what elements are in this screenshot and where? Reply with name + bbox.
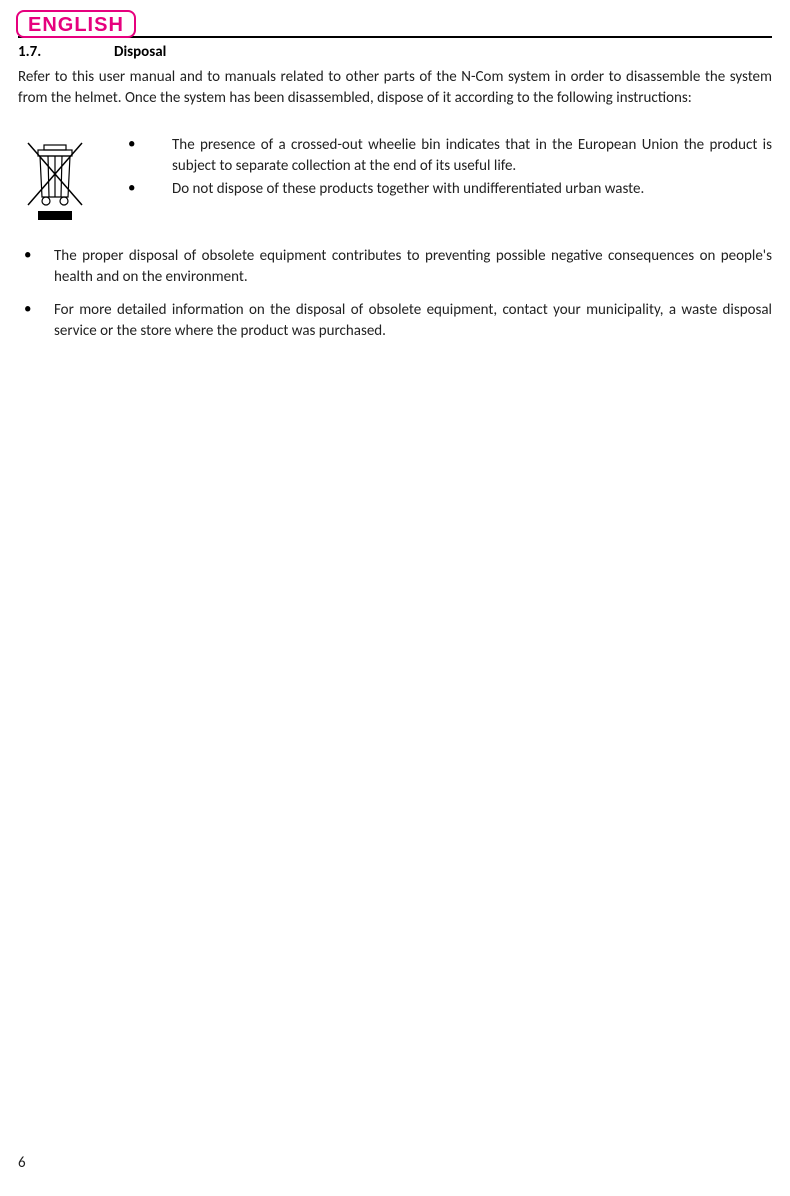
section-heading: 1.7. Disposal [18,43,772,61]
bullet-icon: • [114,135,172,177]
list-item: • The proper disposal of obsolete equipm… [18,246,772,288]
bullet-text: The presence of a crossed-out wheelie bi… [172,135,772,177]
bullet-icon: • [114,179,172,200]
list-item: • Do not dispose of these products toget… [114,179,772,200]
icon-bullet-row: • The presence of a crossed-out wheelie … [18,135,772,228]
lower-bullet-list: • The proper disposal of obsolete equipm… [18,246,772,342]
icon-bullet-list: • The presence of a crossed-out wheelie … [98,135,772,202]
bullet-icon: • [18,246,54,288]
bullet-text: The proper disposal of obsolete equipmen… [54,246,772,288]
list-item: • For more detailed information on the d… [18,300,772,342]
language-badge-text: ENGLISH [28,14,124,36]
weee-bin-icon [18,135,98,228]
section-title: Disposal [114,43,166,61]
intro-paragraph: Refer to this user manual and to manuals… [18,67,772,109]
bullet-text: For more detailed information on the dis… [54,300,772,342]
bullet-icon: • [18,300,54,342]
list-item: • The presence of a crossed-out wheelie … [114,135,772,177]
page-number: 6 [18,1154,26,1172]
bullet-text: Do not dispose of these products togethe… [172,179,772,200]
language-badge: ENGLISH [16,10,136,38]
section-number: 1.7. [18,43,114,61]
